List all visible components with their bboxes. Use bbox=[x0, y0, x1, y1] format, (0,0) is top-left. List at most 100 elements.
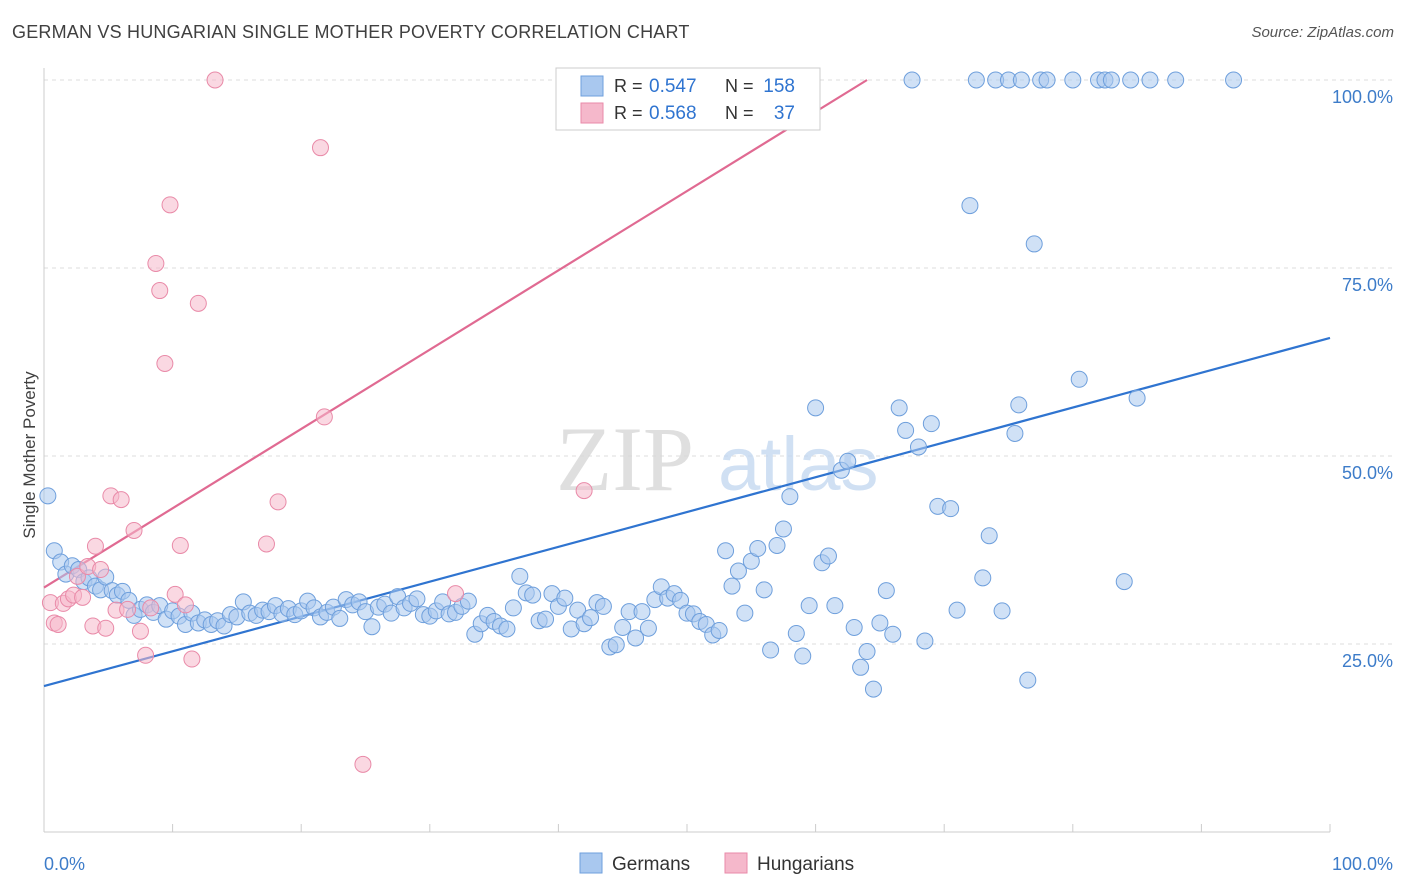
germans-point bbox=[717, 542, 735, 560]
germans-point bbox=[839, 452, 857, 470]
germans-point bbox=[1070, 370, 1088, 388]
germans-point bbox=[1064, 71, 1082, 89]
x-tick-label-min: 0.0% bbox=[44, 854, 85, 874]
germans-point bbox=[826, 597, 844, 615]
hungarians-point bbox=[315, 408, 333, 426]
germans-point bbox=[537, 610, 555, 628]
germans-point bbox=[961, 197, 979, 215]
germans-point bbox=[852, 658, 870, 676]
germans-point bbox=[922, 415, 940, 433]
y-tick-label: 75.0% bbox=[1342, 275, 1393, 295]
y-tick-label: 25.0% bbox=[1342, 651, 1393, 671]
watermark: ZIP atlas bbox=[556, 408, 879, 510]
hungarians-point bbox=[269, 493, 287, 511]
germans-point bbox=[710, 621, 728, 639]
germans-point bbox=[897, 421, 915, 439]
x-axis-ticks bbox=[43, 824, 1331, 832]
germans-point bbox=[768, 536, 786, 554]
germans-point bbox=[807, 399, 825, 417]
hungarians-point bbox=[97, 619, 115, 637]
germans-point bbox=[1010, 396, 1028, 414]
germans-point bbox=[1102, 71, 1120, 89]
germans-point bbox=[1141, 71, 1159, 89]
germans-point bbox=[1019, 671, 1037, 689]
grid-lines bbox=[44, 79, 1393, 645]
series-legend: Germans Hungarians bbox=[579, 852, 854, 875]
chart-title: GERMAN VS HUNGARIAN SINGLE MOTHER POVERT… bbox=[12, 22, 690, 42]
germans-point bbox=[363, 618, 381, 636]
hungarians-point bbox=[171, 536, 189, 554]
germans-point bbox=[967, 71, 985, 89]
germans-point bbox=[980, 527, 998, 545]
germans-r-label: R = bbox=[614, 76, 643, 96]
germans-point bbox=[1128, 389, 1146, 407]
germans-points bbox=[39, 71, 1243, 698]
hungarians-point bbox=[189, 294, 207, 312]
germans-point bbox=[331, 609, 349, 627]
germans-point bbox=[729, 562, 747, 580]
germans-point bbox=[639, 619, 657, 637]
hungarians-point bbox=[311, 139, 329, 157]
germans-point bbox=[1012, 71, 1030, 89]
x-tick-label-max: 100.0% bbox=[1332, 854, 1393, 874]
germans-point bbox=[884, 625, 902, 643]
germans-n-value: 158 bbox=[763, 76, 795, 97]
germans-point bbox=[787, 624, 805, 642]
y-axis-label: Single Mother Poverty bbox=[20, 371, 39, 539]
germans-point bbox=[408, 590, 426, 608]
germans-point bbox=[723, 577, 741, 595]
hungarians-point bbox=[68, 567, 86, 585]
hungarians-r-value: 0.568 bbox=[649, 103, 697, 124]
hungarians-point bbox=[74, 588, 92, 606]
hungarians-points bbox=[41, 71, 606, 773]
legend-hungarians-label: Hungarians bbox=[757, 854, 854, 875]
germans-point bbox=[890, 399, 908, 417]
hungarians-point bbox=[206, 71, 224, 89]
legend-germans-swatch bbox=[579, 852, 603, 874]
germans-point bbox=[903, 71, 921, 89]
hungarians-point bbox=[49, 615, 67, 633]
germans-point bbox=[594, 597, 612, 615]
legend-germans-label: Germans bbox=[612, 854, 690, 875]
hungarians-point bbox=[112, 491, 130, 509]
germans-point bbox=[871, 614, 889, 632]
germans-point bbox=[633, 603, 651, 621]
trend-lines bbox=[43, 79, 1331, 688]
hungarians-point bbox=[142, 599, 160, 617]
y-tick-label: 50.0% bbox=[1342, 463, 1393, 483]
hungarians-point bbox=[147, 254, 165, 272]
hungarians-point bbox=[86, 537, 104, 555]
hungarians-r-label: R = bbox=[614, 103, 643, 123]
germans-point bbox=[909, 438, 927, 456]
hungarians-point bbox=[156, 355, 174, 373]
germans-point bbox=[794, 647, 812, 665]
hungarians-point bbox=[137, 646, 155, 664]
germans-point bbox=[916, 632, 934, 650]
germans-trend-line bbox=[43, 336, 1331, 688]
germans-point bbox=[974, 569, 992, 587]
hungarians-point bbox=[257, 535, 275, 553]
hungarians-swatch bbox=[580, 102, 604, 124]
germans-point bbox=[864, 680, 882, 698]
hungarians-point bbox=[575, 482, 593, 500]
germans-point bbox=[774, 520, 792, 538]
hungarians-point bbox=[161, 196, 179, 214]
hungarians-point bbox=[176, 596, 194, 614]
germans-n-label: N = bbox=[725, 76, 754, 96]
hungarians-trend-line bbox=[43, 79, 868, 589]
germans-point bbox=[749, 539, 767, 557]
germans-point bbox=[1122, 71, 1140, 89]
stats-legend: R = 0.547 N = 158 R = 0.568 N = 37 bbox=[555, 67, 821, 131]
germans-point bbox=[459, 592, 477, 610]
germans-point bbox=[948, 601, 966, 619]
hungarians-point bbox=[125, 521, 143, 539]
germans-point bbox=[627, 629, 645, 647]
germans-point bbox=[39, 487, 57, 505]
germans-point bbox=[781, 488, 799, 506]
germans-point bbox=[1225, 71, 1243, 89]
y-tick-labels: 25.0% 50.0% 75.0% 100.0% bbox=[1332, 87, 1393, 671]
germans-point bbox=[582, 609, 600, 627]
hungarians-point bbox=[131, 622, 149, 640]
germans-swatch bbox=[580, 75, 604, 97]
germans-point bbox=[762, 641, 780, 659]
